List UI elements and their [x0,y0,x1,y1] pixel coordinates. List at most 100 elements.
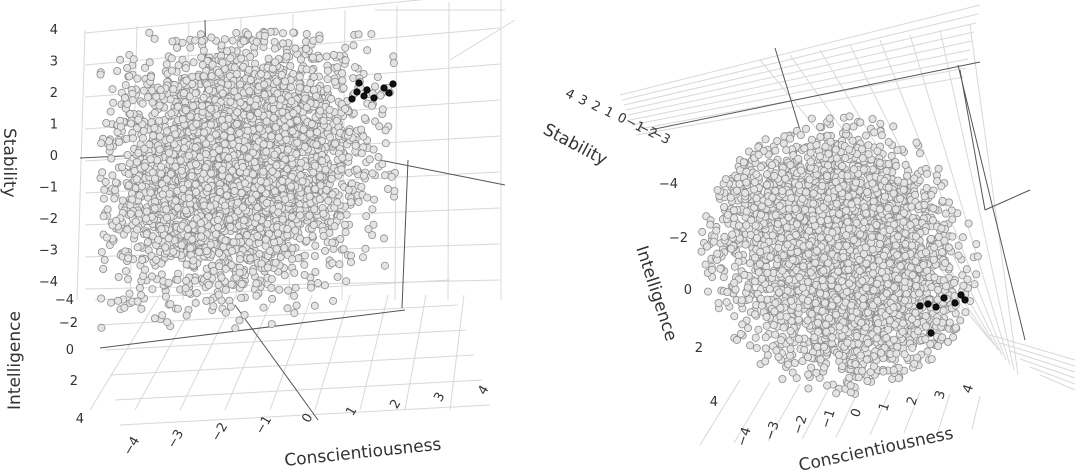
cloud-point [201,149,210,158]
cloud-point [177,166,186,175]
cloud-point [290,309,299,318]
cloud-point [168,37,177,46]
cloud-point [218,89,227,98]
cloud-point [327,174,336,183]
cloud-point [341,228,350,237]
cloud-point [131,217,140,226]
cloud-point [173,304,182,313]
cloud-point [156,86,165,95]
cloud-point [224,80,233,89]
cloud-point [367,30,376,39]
cloud-point [178,115,187,124]
cloud-point [127,119,136,128]
cloud-point [163,318,172,327]
cloud-point [191,180,200,189]
cloud-point [206,202,215,211]
cloud-point [254,109,263,118]
cloud-point [223,47,232,56]
cloud-point [208,60,217,69]
cloud-point [730,312,739,321]
cloud-point [278,29,287,38]
cloud-point [162,175,171,184]
cloud-point [267,320,276,329]
cloud-point [199,93,208,102]
cloud-point [230,186,239,195]
cloud-point [114,272,123,281]
cloud-point [126,209,135,218]
cloud-point [257,259,266,268]
cloud-point [157,162,166,171]
highlighted-point [380,84,388,92]
cloud-point [719,273,728,282]
cloud-point [281,123,290,132]
cloud-point [246,254,255,263]
cloud-point [137,291,146,300]
cloud-point [228,36,237,45]
cloud-point [125,289,134,298]
cloud-point [143,238,152,247]
cloud-point [276,95,285,104]
cloud-point [270,44,279,53]
cloud-point [302,44,311,53]
cloud-point [260,31,269,40]
cloud-point [346,198,355,207]
cloud-point [166,300,175,309]
cloud-point [267,275,276,284]
cloud-point [132,175,141,184]
cloud-point [375,122,384,131]
cloud-point [796,131,805,140]
cloud-point [380,171,389,180]
cloud-point [267,283,276,292]
cloud-point [140,265,149,274]
cloud-point [310,251,319,260]
cloud-point [338,153,347,162]
cloud-point [162,213,171,222]
cloud-point [358,253,367,262]
cloud-point [203,183,212,192]
cloud-point [197,37,206,46]
cloud-point [153,156,162,165]
cloud-point [181,284,190,293]
cloud-point [137,304,146,313]
cloud-point [158,190,167,199]
cloud-point [324,196,333,205]
cloud-point [118,162,127,171]
cloud-point [374,152,383,161]
left-xtick-label: 3 [431,390,448,405]
cloud-point [339,245,348,254]
left-ytick-label: 3 [50,55,58,70]
left-zaxis-label: Intelligence [5,311,25,410]
cloud-point [97,248,106,257]
cloud-point [221,308,230,317]
cloud-point [286,62,295,71]
cloud-point [173,102,182,111]
cloud-point [256,70,265,79]
cloud-point [150,108,159,117]
cloud-point [202,139,211,148]
cloud-point [323,85,332,94]
left-ztick-label: 2 [70,374,78,389]
cloud-point [211,130,220,139]
cloud-point [185,193,194,202]
cloud-point [192,187,201,196]
cloud-point [252,213,261,222]
cloud-point [133,243,142,252]
cloud-point [357,125,366,134]
cloud-point [346,251,355,260]
cloud-point [245,87,254,96]
cloud-point [224,153,233,162]
cloud-point [182,76,191,85]
cloud-point [300,251,309,260]
cloud-point [228,166,237,175]
cloud-point [292,149,301,158]
cloud-point [259,167,268,176]
cloud-point [322,52,331,61]
cloud-point [296,55,305,64]
cloud-point [122,267,131,276]
cloud-point [207,169,216,178]
cloud-point [255,249,264,258]
cloud-point [133,74,142,83]
cloud-point [124,275,133,284]
cloud-point [181,64,190,73]
